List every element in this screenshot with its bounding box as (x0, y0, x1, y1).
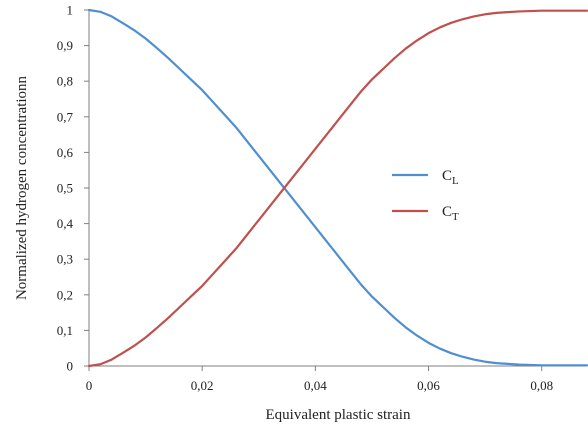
y-tick-label: 0,3 (57, 252, 73, 267)
axes (84, 9, 587, 371)
x-tick-label: 0,08 (530, 378, 553, 393)
series-line-c-t (87, 9, 588, 368)
y-tick-label: 0,4 (57, 216, 74, 231)
y-tick-label: 1 (67, 3, 74, 18)
x-tick-label: 0,06 (417, 378, 440, 393)
x-tick-label: 0,04 (304, 378, 327, 393)
y-tick-label: 0,9 (57, 38, 73, 53)
y-tick-label: 0,1 (57, 323, 73, 338)
y-tick-label: 0 (67, 359, 74, 374)
x-tick-label: 0 (86, 378, 93, 393)
legend: CL CT (392, 168, 459, 223)
legend-label-c-l: CL (442, 168, 459, 187)
y-tick-label: 0,2 (57, 287, 73, 302)
series-line-c-l (87, 8, 588, 367)
y-tick-label: 0,6 (57, 145, 74, 160)
x-axis-title: Equivalent plastic strain (266, 407, 411, 423)
y-tick-label: 0,8 (57, 74, 73, 89)
x-tick-label: 0,02 (191, 378, 214, 393)
tick-labels: 0 0,1 0,2 0,3 0,4 0,5 0,6 0,7 0,8 0,9 1 0 0,02 0,04 0,… (57, 3, 553, 394)
y-tick-label: 0,7 (57, 109, 74, 124)
y-tick-label: 0,5 (57, 181, 73, 196)
series-layer (87, 8, 588, 368)
legend-label-c-t: CT (442, 204, 459, 223)
y-axis-title: Normalized hydrogen concentrationn (14, 75, 30, 300)
